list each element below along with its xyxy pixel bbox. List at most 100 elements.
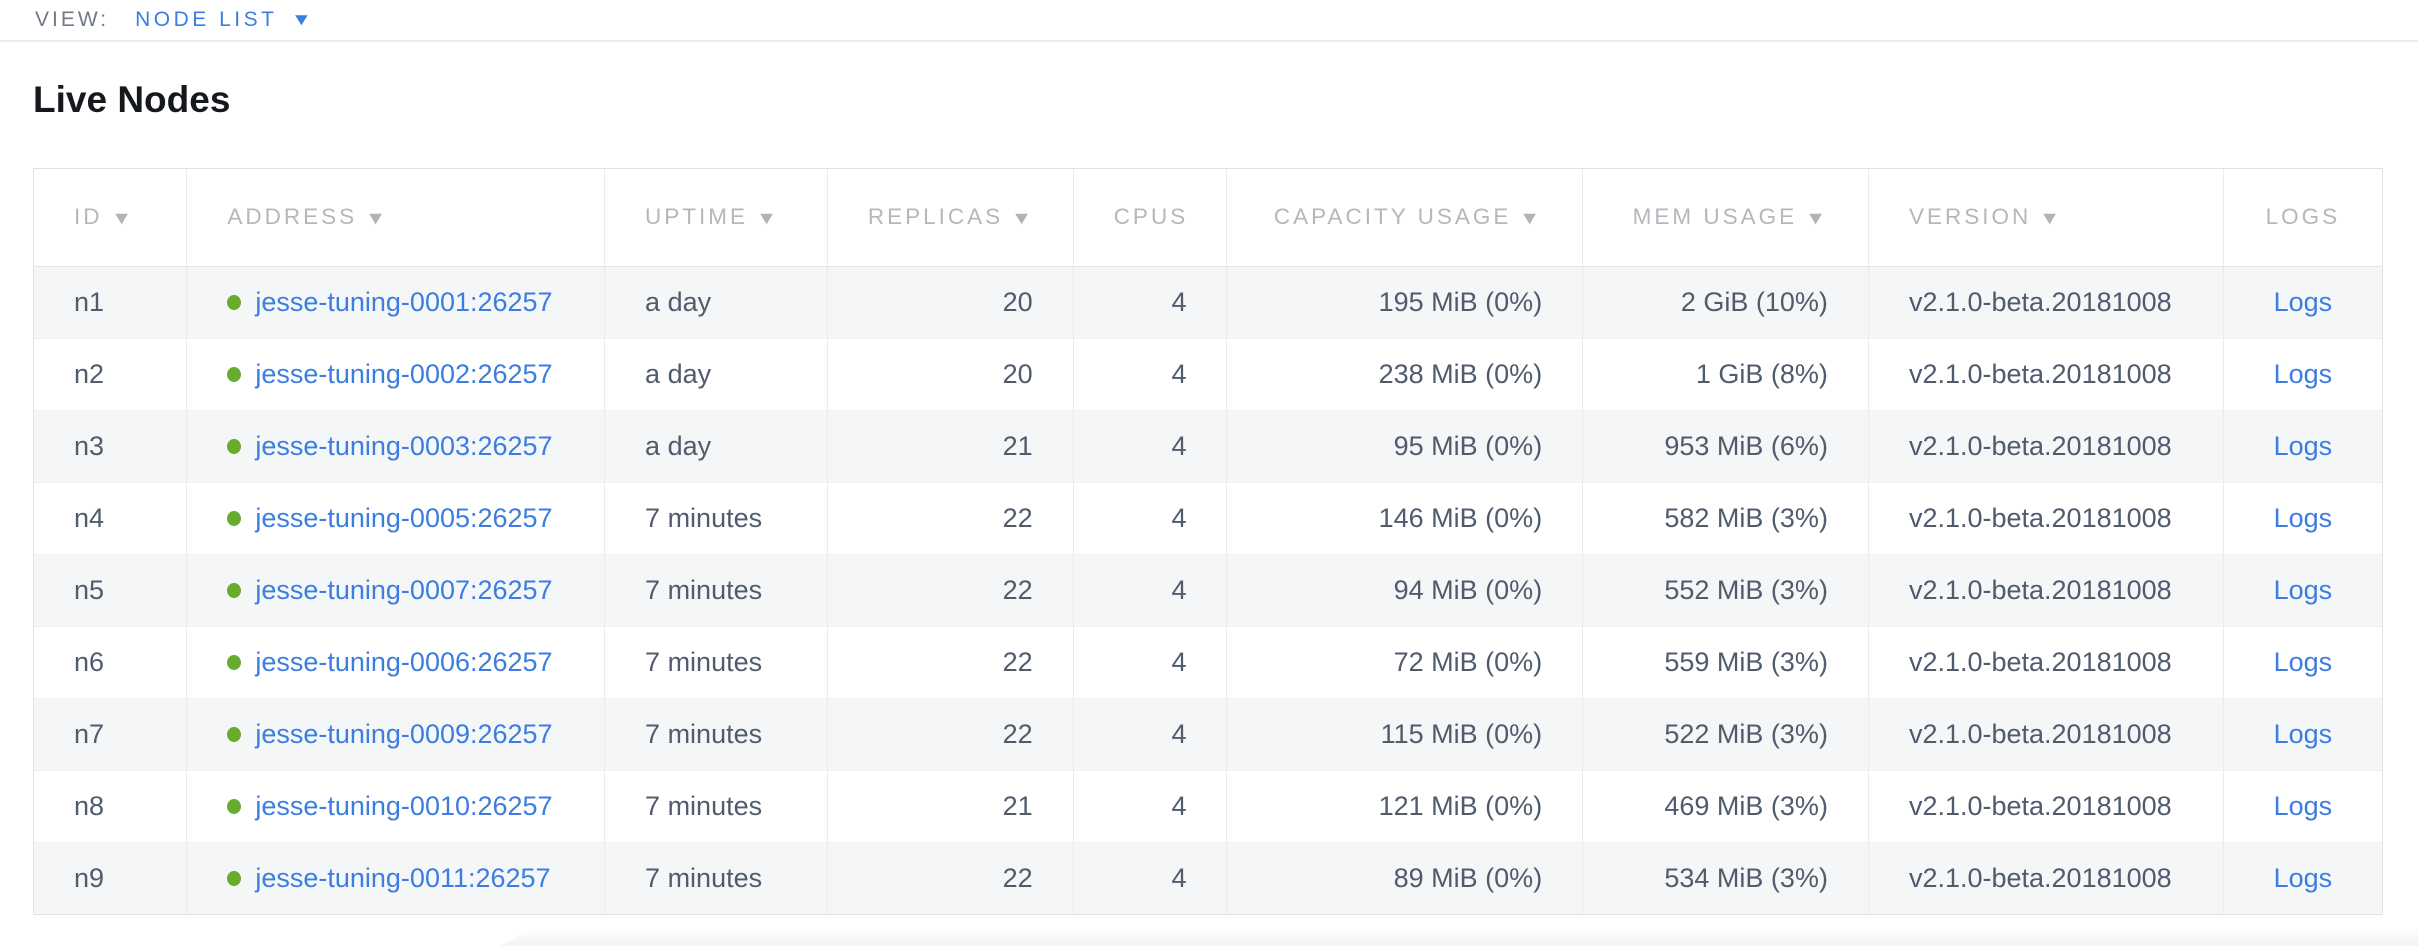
live-status-dot-icon xyxy=(227,438,242,454)
node-version-cell: v2.1.0-beta.20181008 xyxy=(1868,842,2224,914)
node-logs-cell: Logs xyxy=(2223,698,2382,771)
node-uptime-cell: a day xyxy=(604,338,828,411)
column-header-replicas[interactable]: REPLICAS ▼ xyxy=(827,169,1074,267)
node-capacity-usage-cell: 94 MiB (0%) xyxy=(1226,554,1584,627)
node-capacity-usage-cell: 238 MiB (0%) xyxy=(1226,338,1584,411)
node-mem-usage-cell: 559 MiB (3%) xyxy=(1582,626,1869,699)
node-id-cell: n5 xyxy=(34,554,188,627)
node-version-cell: v2.1.0-beta.20181008 xyxy=(1868,482,2224,555)
column-header-logs: LOGS xyxy=(2223,169,2382,267)
node-logs-link[interactable]: Logs xyxy=(2273,718,2333,749)
node-address-link[interactable]: jesse-tuning-0003:26257 xyxy=(255,430,553,461)
node-address-link[interactable]: jesse-tuning-0006:26257 xyxy=(255,646,553,677)
sort-desc-icon: ▼ xyxy=(2039,208,2065,229)
column-header-capacity-usage[interactable]: CAPACITY USAGE ▼ xyxy=(1226,169,1584,267)
node-address-cell: jesse-tuning-0001:26257 xyxy=(186,266,606,339)
node-capacity-usage-cell: 146 MiB (0%) xyxy=(1226,482,1584,555)
column-header-label: VERSION xyxy=(1908,204,2032,230)
nodes-table-container: ID ▼ ADDRESS ▼ UPTIME ▼ REPLICAS ▼ CPUS xyxy=(33,168,2383,915)
node-cpus-cell: 4 xyxy=(1073,626,1228,699)
node-version-cell: v2.1.0-beta.20181008 xyxy=(1868,266,2224,339)
below-fold-shadow xyxy=(500,928,2418,946)
column-header-label: REPLICAS xyxy=(867,204,1004,230)
node-logs-link[interactable]: Logs xyxy=(2273,358,2333,389)
node-logs-cell: Logs xyxy=(2223,482,2382,555)
node-logs-link[interactable]: Logs xyxy=(2273,790,2333,821)
node-address-link[interactable]: jesse-tuning-0002:26257 xyxy=(255,358,553,389)
sort-desc-icon: ▼ xyxy=(365,208,391,229)
view-selector-dropdown[interactable]: NODE LIST ▼ xyxy=(135,8,312,32)
node-address-link[interactable]: jesse-tuning-0009:26257 xyxy=(255,718,553,749)
node-logs-link[interactable]: Logs xyxy=(2273,286,2333,317)
node-logs-link[interactable]: Logs xyxy=(2273,862,2333,893)
table-row: n4 jesse-tuning-0005:26257 7 minutes 22 4 146… xyxy=(34,482,2382,555)
column-header-id[interactable]: ID ▼ xyxy=(34,169,188,267)
page-title: Live Nodes xyxy=(33,79,231,120)
node-address-link[interactable]: jesse-tuning-0001:26257 xyxy=(255,286,553,317)
node-id-cell: n4 xyxy=(34,482,188,555)
node-replicas-cell: 20 xyxy=(827,266,1074,339)
column-header-label: ADDRESS xyxy=(227,204,358,230)
node-uptime-cell: 7 minutes xyxy=(604,842,828,914)
node-mem-usage-cell: 469 MiB (3%) xyxy=(1582,770,1869,843)
node-mem-usage-cell: 534 MiB (3%) xyxy=(1582,842,1869,914)
column-header-cpus: CPUS xyxy=(1073,169,1228,267)
node-logs-cell: Logs xyxy=(2223,338,2382,411)
node-cpus-cell: 4 xyxy=(1073,698,1228,771)
node-replicas-cell: 21 xyxy=(827,770,1074,843)
node-address-cell: jesse-tuning-0006:26257 xyxy=(186,626,606,699)
node-replicas-cell: 22 xyxy=(827,482,1074,555)
node-capacity-usage-cell: 95 MiB (0%) xyxy=(1226,410,1584,483)
node-replicas-cell: 22 xyxy=(827,698,1074,771)
live-status-dot-icon xyxy=(227,366,242,382)
table-row: n6 jesse-tuning-0006:26257 7 minutes 22 4 72 … xyxy=(34,626,2382,699)
node-cpus-cell: 4 xyxy=(1073,410,1228,483)
node-address-cell: jesse-tuning-0010:26257 xyxy=(186,770,606,843)
node-logs-link[interactable]: Logs xyxy=(2273,502,2333,533)
table-row: n5 jesse-tuning-0007:26257 7 minutes 22 4 94 … xyxy=(34,554,2382,627)
column-header-mem-usage[interactable]: MEM USAGE ▼ xyxy=(1582,169,1869,267)
live-status-dot-icon xyxy=(227,870,242,886)
column-header-label: LOGS xyxy=(2265,204,2341,230)
view-label: VIEW: xyxy=(35,8,110,31)
node-logs-cell: Logs xyxy=(2223,266,2382,339)
sort-desc-icon: ▼ xyxy=(1519,208,1545,229)
column-header-uptime[interactable]: UPTIME ▼ xyxy=(604,169,828,267)
node-uptime-cell: 7 minutes xyxy=(604,554,828,627)
node-mem-usage-cell: 953 MiB (6%) xyxy=(1582,410,1869,483)
node-address-link[interactable]: jesse-tuning-0007:26257 xyxy=(255,574,553,605)
node-logs-link[interactable]: Logs xyxy=(2273,574,2333,605)
node-capacity-usage-cell: 121 MiB (0%) xyxy=(1226,770,1584,843)
node-address-link[interactable]: jesse-tuning-0011:26257 xyxy=(255,862,551,893)
node-address-cell: jesse-tuning-0007:26257 xyxy=(186,554,606,627)
node-logs-link[interactable]: Logs xyxy=(2273,430,2333,461)
node-uptime-cell: a day xyxy=(604,410,828,483)
node-version-cell: v2.1.0-beta.20181008 xyxy=(1868,626,2224,699)
node-mem-usage-cell: 582 MiB (3%) xyxy=(1582,482,1869,555)
node-version-cell: v2.1.0-beta.20181008 xyxy=(1868,338,2224,411)
table-row: n7 jesse-tuning-0009:26257 7 minutes 22 4 115… xyxy=(34,698,2382,771)
sort-desc-icon: ▼ xyxy=(110,208,136,229)
node-id-cell: n9 xyxy=(34,842,188,914)
node-mem-usage-cell: 1 GiB (8%) xyxy=(1582,338,1869,411)
node-uptime-cell: 7 minutes xyxy=(604,698,828,771)
node-address-link[interactable]: jesse-tuning-0005:26257 xyxy=(255,502,553,533)
node-replicas-cell: 22 xyxy=(827,626,1074,699)
node-id-cell: n6 xyxy=(34,626,188,699)
column-header-address[interactable]: ADDRESS ▼ xyxy=(186,169,606,267)
column-header-version[interactable]: VERSION ▼ xyxy=(1868,169,2224,267)
node-address-link[interactable]: jesse-tuning-0010:26257 xyxy=(255,790,553,821)
column-header-label: MEM USAGE xyxy=(1632,204,1798,230)
live-status-dot-icon xyxy=(227,654,242,670)
node-uptime-cell: 7 minutes xyxy=(604,482,828,555)
node-cpus-cell: 4 xyxy=(1073,266,1228,339)
sort-desc-icon: ▼ xyxy=(1011,208,1037,229)
node-replicas-cell: 21 xyxy=(827,410,1074,483)
node-version-cell: v2.1.0-beta.20181008 xyxy=(1868,770,2224,843)
node-capacity-usage-cell: 89 MiB (0%) xyxy=(1226,842,1584,914)
table-row: n3 jesse-tuning-0003:26257 a day 21 4 95 MiB … xyxy=(34,410,2382,483)
node-id-cell: n8 xyxy=(34,770,188,843)
node-logs-link[interactable]: Logs xyxy=(2273,646,2333,677)
node-mem-usage-cell: 522 MiB (3%) xyxy=(1582,698,1869,771)
sort-desc-icon: ▼ xyxy=(1805,208,1831,229)
